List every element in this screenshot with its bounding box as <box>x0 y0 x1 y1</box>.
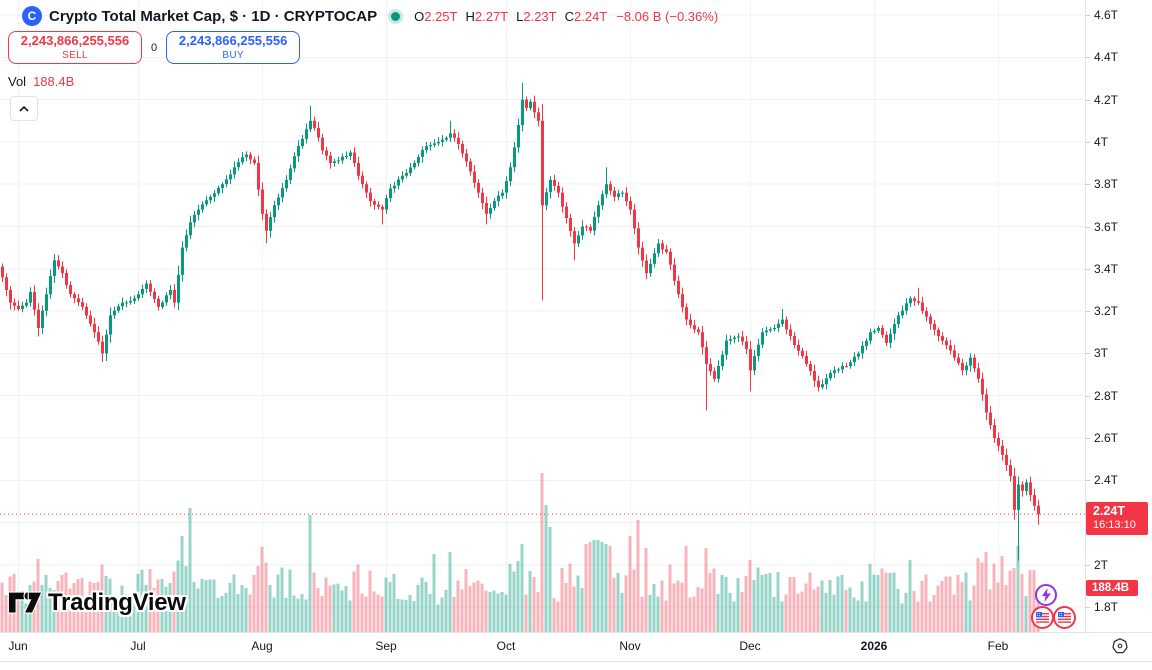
time-axis-label: 2026 <box>860 639 888 653</box>
price-axis-label: 4T <box>1094 134 1109 149</box>
time-axis-label: Jul <box>130 639 146 653</box>
price-axis-tick <box>1085 268 1090 270</box>
ohlc-item: H2.27T <box>465 8 509 24</box>
buy-value: 2,243,866,255,556 <box>178 33 288 49</box>
price-axis-tick <box>1085 184 1090 186</box>
price-axis-label: 4.2T <box>1094 92 1119 107</box>
watermark-text: TradingView <box>48 589 186 616</box>
price-axis-label: 3.4T <box>1094 261 1119 276</box>
price-axis-label: 2T <box>1094 557 1109 572</box>
ohlc-item: C2.24T <box>564 8 608 24</box>
grid-layer <box>0 0 1085 632</box>
symbol-title[interactable]: Crypto Total Market Cap, $ · 1D · CRYPTO… <box>49 7 378 25</box>
symbol-logo-icon[interactable]: C <box>22 6 42 26</box>
time-axis-label: Oct <box>496 639 516 653</box>
price-axis-tick <box>1085 395 1090 397</box>
volume-axis-tag: 188.4B <box>1086 580 1138 596</box>
us-flag-icon <box>1058 612 1071 623</box>
price-axis-tick <box>1085 311 1090 313</box>
symbol-header: C Crypto Total Market Cap, $ · 1D · CRYP… <box>22 6 718 26</box>
time-axis-label: Feb <box>987 639 1009 653</box>
time-axis-label: Sep <box>375 639 397 653</box>
volume-value: 188.4B <box>33 74 75 89</box>
price-axis-tick <box>1085 57 1090 59</box>
economic-event-flag-button-2[interactable] <box>1053 606 1076 629</box>
price-change: −8.06 B (−0.36%) <box>616 8 719 24</box>
price-axis-label: 4.4T <box>1094 50 1119 65</box>
collapse-panel-button[interactable] <box>10 96 38 121</box>
time-axis-label: Dec <box>739 639 761 653</box>
price-axis-separator <box>1085 0 1086 632</box>
volume-label: Vol <box>8 74 27 89</box>
us-flag-icon <box>1036 612 1049 623</box>
price-axis-tick <box>1085 564 1090 566</box>
price-axis-label: 3.8T <box>1094 177 1119 192</box>
tradingview-watermark: TradingView <box>8 589 186 617</box>
price-axis-tick <box>1085 353 1090 355</box>
last-price-tag: 2.24T 16:13:10 <box>1086 502 1148 535</box>
time-axis-label: Aug <box>251 639 273 653</box>
price-axis-tick <box>1085 226 1090 228</box>
time-axis-label: Nov <box>619 639 641 653</box>
price-axis-label: 3.6T <box>1094 219 1119 234</box>
price-axis-tick <box>1085 99 1090 101</box>
sell-value: 2,243,866,255,556 <box>20 33 130 49</box>
price-axis-tick <box>1085 607 1090 609</box>
bottom-border <box>0 661 1152 662</box>
price-axis-label: 3T <box>1094 346 1109 361</box>
economic-event-flag-button-1[interactable] <box>1031 606 1054 629</box>
tradingview-logo-icon <box>8 591 42 614</box>
heptagon-eye-icon <box>1112 638 1128 654</box>
volume-layer <box>0 473 1040 632</box>
buy-label: BUY <box>222 49 244 61</box>
spread-value: 0 <box>151 41 158 54</box>
time-axis-label: Jun <box>8 639 28 653</box>
sell-label: SELL <box>62 49 88 61</box>
ohlc-item: L2.23T <box>516 8 557 24</box>
price-axis-label: 1.8T <box>1094 600 1119 615</box>
volume-indicator-row: Vol 188.4B <box>8 74 74 89</box>
axis-settings-button[interactable] <box>1111 637 1129 655</box>
price-axis-label: 2.8T <box>1094 388 1119 403</box>
price-axis-label: 2.6T <box>1094 431 1119 445</box>
price-axis-label: 4.6T <box>1094 8 1119 22</box>
lightning-bolt-icon <box>1041 588 1051 602</box>
price-axis-tick <box>1085 141 1090 143</box>
price-axis-label: 2.4T <box>1094 473 1119 488</box>
bar-countdown: 16:13:10 <box>1093 519 1136 531</box>
alert-lightning-button[interactable] <box>1035 584 1057 606</box>
time-axis-separator <box>0 632 1152 633</box>
price-axis-tick <box>1085 15 1090 16</box>
buy-button[interactable]: 2,243,866,255,556 BUY <box>166 31 301 64</box>
last-price-value: 2.24T <box>1093 504 1125 518</box>
price-axis-tick <box>1085 480 1090 482</box>
chevron-up-icon <box>19 105 29 112</box>
sell-button[interactable]: 2,243,866,255,556 SELL <box>8 31 142 64</box>
price-axis-label: 3.2T <box>1094 304 1119 319</box>
candlestick-layer <box>1 82 1040 561</box>
trade-panel: 2,243,866,255,556 SELL 0 2,243,866,255,5… <box>8 31 301 64</box>
price-axis[interactable]: 4.6T 4.4T 4.2T 4T 3.8T 3.6T 3.4T 3.2T 3T 2.8T 2.6T… <box>1085 0 1152 632</box>
ohlc-values: O2.25T H2.27T L2.23T C2.24T <box>414 9 607 24</box>
price-axis-tick <box>1085 438 1090 439</box>
time-axis[interactable]: Jun Jul Aug Sep Oct Nov Dec 2026 Feb <box>0 632 1152 661</box>
ohlc-item: O2.25T <box>414 8 458 24</box>
market-status-dot-icon[interactable] <box>391 11 401 21</box>
